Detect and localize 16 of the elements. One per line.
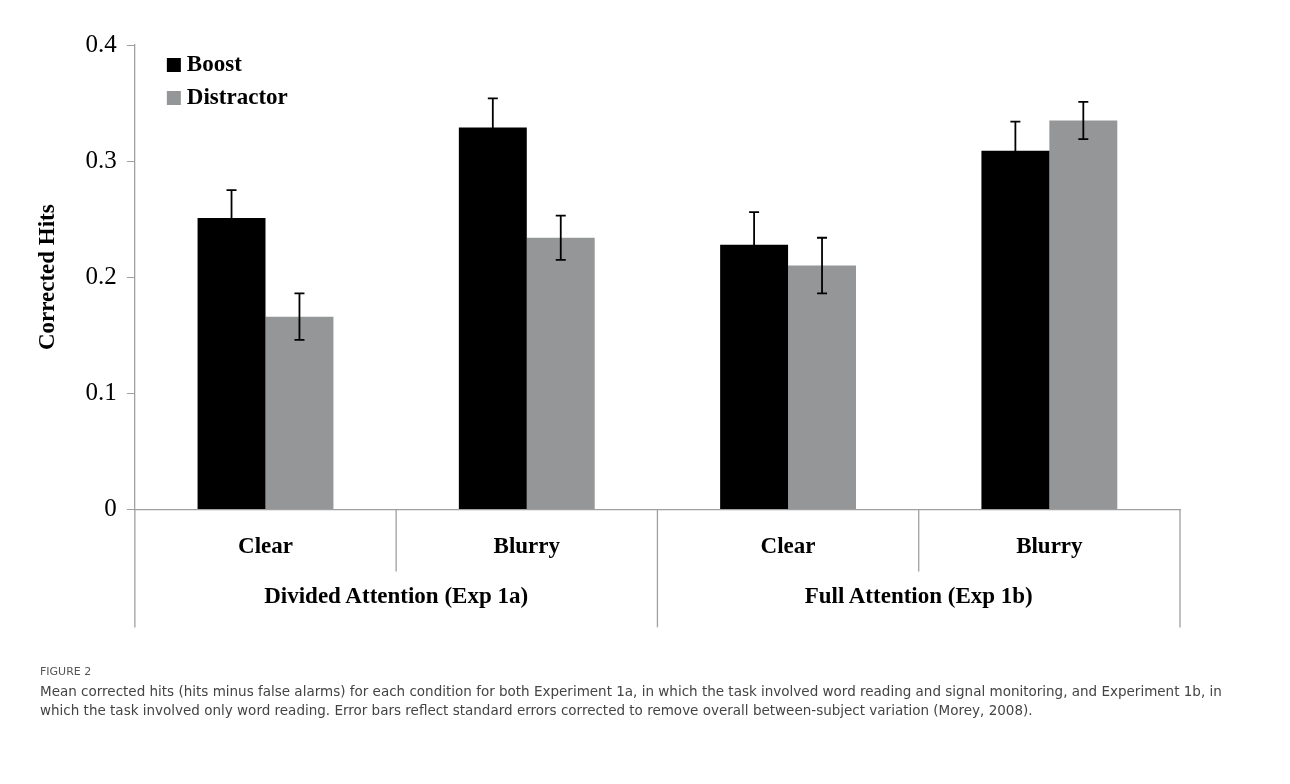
- text: Full Attention (Exp 1b): [804, 583, 1033, 609]
- y-tick-label: 0: [104, 493, 117, 521]
- y-tick-label: 0.3: [85, 145, 117, 173]
- text: Divided Attention (Exp 1a): [264, 583, 529, 609]
- y-tick-label: 0.1: [85, 377, 117, 405]
- text: Mean corrected hits (hits minus false alarms) for each condition for both Experiment 1a, in which the task involved word reading and signal monitoring, and Experiment 1b, in which the task involved only word reading. Error bars reflect standard errors corrected to remove overall between-subject variation (Morey, 2008).: [40, 682, 1223, 720]
- x-tick-label: Blurry: [493, 533, 561, 559]
- y-tick-label: 0.2: [85, 261, 117, 289]
- y-axis-title: Corrected Hits: [33, 204, 59, 351]
- legend-label: Boost: [186, 50, 243, 76]
- legend-label: Distractor: [186, 83, 288, 109]
- x-tick-label: Clear: [760, 533, 816, 559]
- text: FIGURE 2: [40, 665, 93, 678]
- x-tick-label: Blurry: [1016, 533, 1084, 559]
- y-tick-label: 0.4: [85, 29, 118, 57]
- x-tick-label: Clear: [238, 533, 293, 559]
